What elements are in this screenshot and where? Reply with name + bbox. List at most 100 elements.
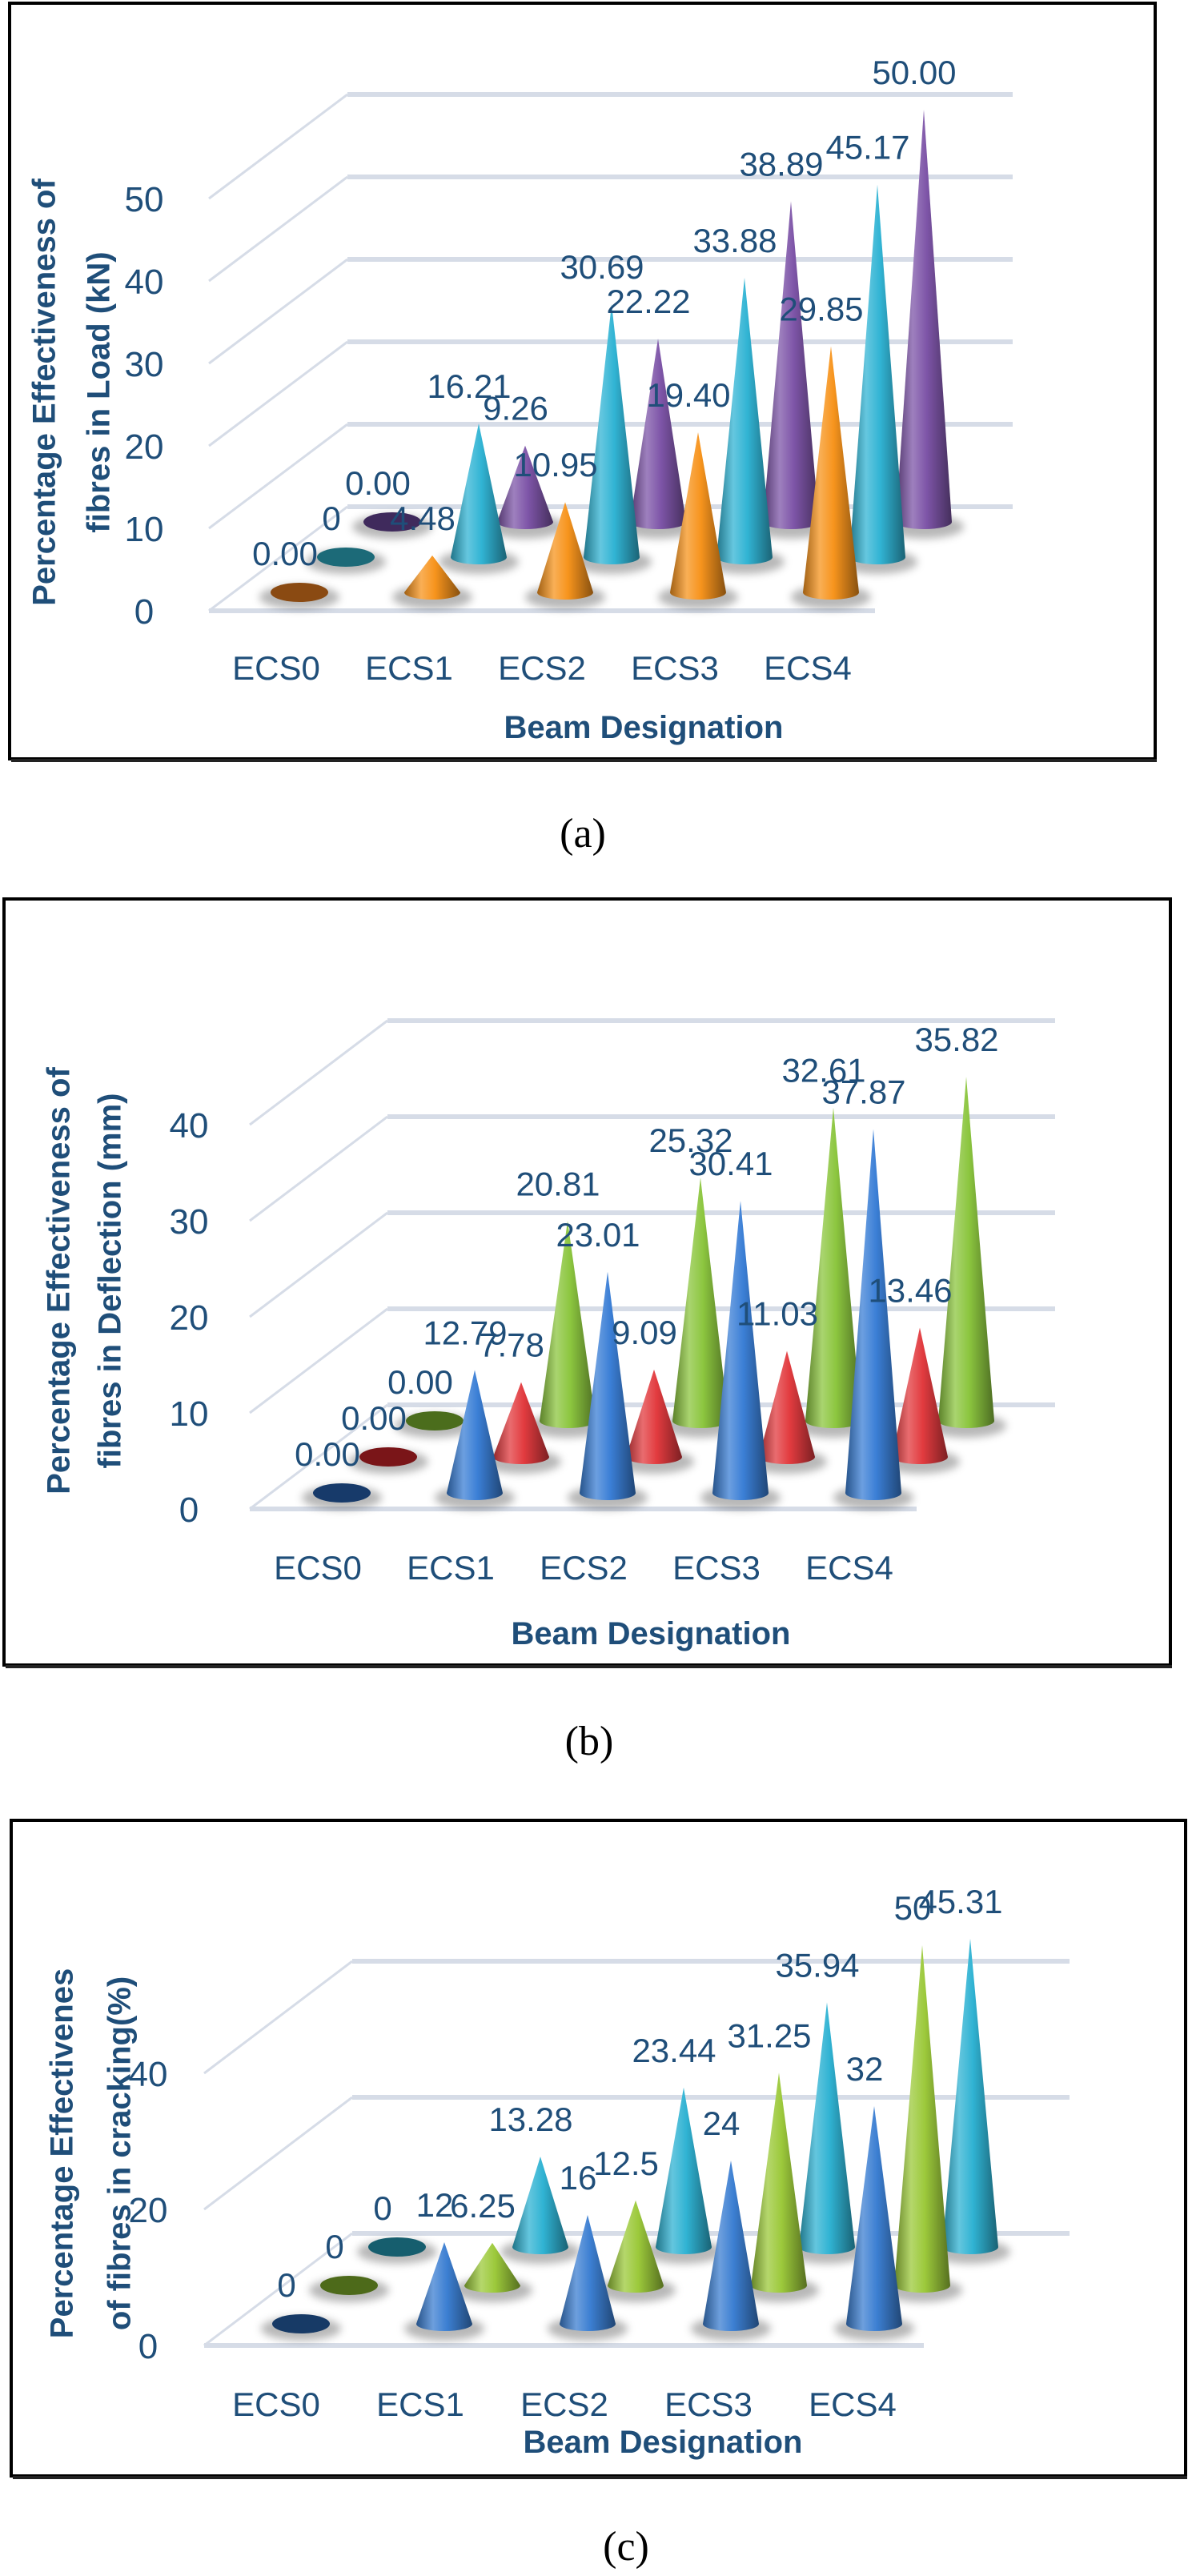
x-tick-label: ECS3 xyxy=(631,649,719,687)
cone-ecs1 xyxy=(512,2157,568,2254)
cone-ecs4 xyxy=(845,1129,901,1500)
data-label: 24 xyxy=(703,2105,740,2142)
series-0 xyxy=(302,1129,913,1510)
data-label: 12.5 xyxy=(593,2145,659,2182)
cone-ecs4 xyxy=(942,1938,998,2254)
cone-ecs3 xyxy=(670,432,726,600)
y-tick-label: 10 xyxy=(125,510,164,549)
data-label: 0 xyxy=(373,2189,391,2227)
data-label: 35.82 xyxy=(914,1021,998,1058)
y-tick-label: 10 xyxy=(170,1394,209,1434)
y-axis-title-line: Percentage Effectiveness of xyxy=(42,1067,77,1495)
side-wall-gridline xyxy=(208,423,348,530)
data-label: 45.31 xyxy=(918,1883,1002,1920)
cone-ecs2 xyxy=(584,303,640,564)
data-label: 29.85 xyxy=(779,291,863,328)
cone-ecs1 xyxy=(493,1382,549,1464)
cone-ecs3 xyxy=(799,2002,855,2254)
side-wall-gridline xyxy=(203,2232,353,2347)
cone-ecs1 xyxy=(404,555,460,600)
cone-ecs1 xyxy=(464,2242,520,2293)
series-1 xyxy=(348,1327,960,1474)
data-label: 31.25 xyxy=(727,2016,811,2054)
cone-ecs1 xyxy=(451,423,507,564)
data-label: 32 xyxy=(846,2050,884,2088)
data-label: 50.00 xyxy=(872,54,956,91)
side-wall-gridline xyxy=(208,340,348,447)
cone-ecs4 xyxy=(849,184,905,564)
y-axis-title-line: Percentage Effectiveness of xyxy=(27,179,62,606)
data-label: 0.00 xyxy=(345,464,411,502)
cone-ecs0-zero xyxy=(363,512,421,532)
y-axis-title-line: fibres in Load (kN) xyxy=(82,251,117,532)
side-wall-gridline xyxy=(208,505,348,612)
series-1 xyxy=(306,184,917,574)
data-label: 22.22 xyxy=(606,283,690,320)
cone-ecs1 xyxy=(540,1221,596,1428)
series-1 xyxy=(309,1945,962,2302)
cone-ecs0-zero xyxy=(313,1483,371,1503)
y-tick-label: 40 xyxy=(129,2055,168,2094)
x-tick-label: ECS3 xyxy=(672,1549,761,1587)
series-2 xyxy=(357,1938,1010,2264)
x-axis-title: Beam Designation xyxy=(524,2425,803,2460)
data-label: 19.40 xyxy=(646,376,730,414)
panel-caption: (a) xyxy=(560,811,606,857)
x-tick-label: ECS1 xyxy=(365,649,453,687)
x-tick-label: ECS0 xyxy=(274,1549,362,1587)
data-label: 7.78 xyxy=(479,1326,544,1364)
series-2 xyxy=(352,110,964,539)
data-label: 0.00 xyxy=(387,1363,453,1401)
y-tick-label: 20 xyxy=(129,2191,168,2230)
x-tick-label: ECS2 xyxy=(540,1549,628,1587)
data-label: 0.00 xyxy=(295,1435,360,1473)
cone-ecs0-zero xyxy=(368,2237,426,2257)
cone-ecs0-zero xyxy=(359,1447,417,1467)
y-tick-label: 50 xyxy=(125,180,164,219)
cone-ecs2 xyxy=(580,1271,636,1500)
cone-ecs0-zero xyxy=(406,1411,464,1430)
x-tick-label: ECS4 xyxy=(809,2385,897,2423)
side-wall-gridline xyxy=(208,175,348,283)
series-0 xyxy=(259,346,871,609)
cone-ecs4 xyxy=(894,1945,950,2293)
cone-ecs2 xyxy=(560,2215,616,2331)
x-axis-title: Beam Designation xyxy=(504,710,784,745)
y-axis-title-line: fibres in Deflection (mm) xyxy=(93,1093,128,1469)
data-label: 25.32 xyxy=(648,1121,732,1159)
y-tick-label: 0 xyxy=(179,1491,199,1530)
data-label: 0 xyxy=(277,2266,295,2304)
data-label: 6.25 xyxy=(450,2187,516,2225)
panel-caption: (c) xyxy=(603,2524,649,2570)
cone-ecs4 xyxy=(896,110,952,529)
side-wall-gridline xyxy=(208,258,348,365)
cone-ecs3 xyxy=(712,1201,769,1500)
cone-ecs2 xyxy=(626,1369,682,1464)
series-0 xyxy=(261,2106,914,2341)
data-label: 16 xyxy=(560,2159,597,2197)
cone-ecs4 xyxy=(803,346,859,600)
cone-ecs3 xyxy=(759,1350,815,1464)
cone-ecs0-zero xyxy=(272,2314,330,2333)
cone-ecs0-zero xyxy=(320,2276,378,2295)
data-label: 0 xyxy=(322,500,340,537)
data-label: 35.94 xyxy=(775,1947,859,1984)
cone-ecs4 xyxy=(846,2106,902,2331)
cone-ecs2 xyxy=(656,2087,712,2254)
cone-ecs0-zero xyxy=(317,548,375,567)
cone-ecs3 xyxy=(716,278,773,564)
y-tick-label: 20 xyxy=(125,427,164,467)
cone-ecs1 xyxy=(447,1370,503,1500)
x-tick-label: ECS1 xyxy=(376,2385,464,2423)
data-label: 13.28 xyxy=(488,2101,572,2138)
data-label: 0.00 xyxy=(341,1399,407,1437)
data-label: 20.81 xyxy=(516,1165,600,1202)
side-wall-gridline xyxy=(249,1211,388,1318)
data-label: 12 xyxy=(416,2186,454,2224)
cone-ecs3 xyxy=(703,2161,759,2331)
data-label: 37.87 xyxy=(821,1073,905,1111)
x-tick-label: ECS1 xyxy=(407,1549,495,1587)
data-label: 32.61 xyxy=(781,1052,865,1089)
data-label: 4.48 xyxy=(390,500,456,537)
